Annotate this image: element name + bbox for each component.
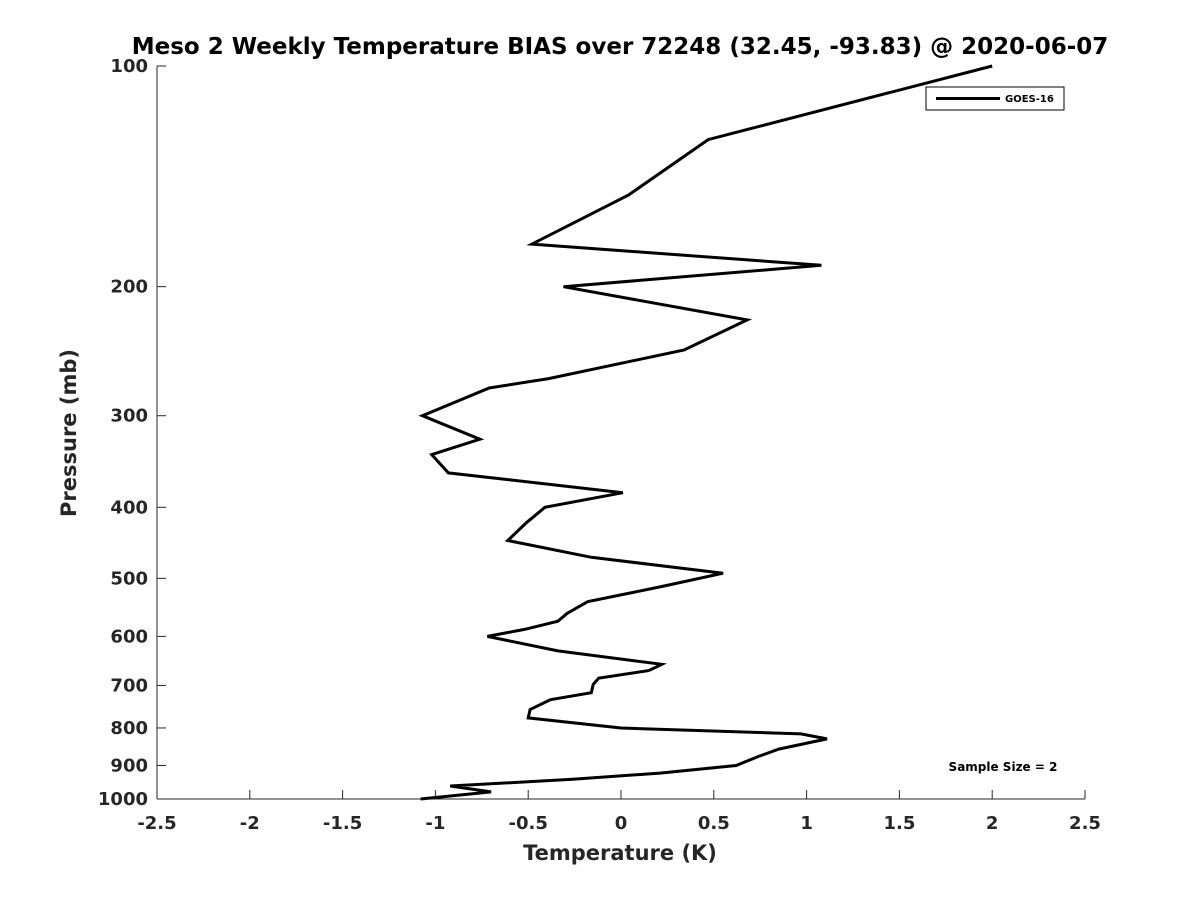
- y-axis-label: Pressure (mb): [57, 349, 81, 517]
- y-tick-label: 600: [110, 626, 148, 647]
- x-tick-label: 2: [986, 813, 999, 834]
- x-tick-label: 0: [615, 813, 628, 834]
- y-tick-label: 500: [110, 568, 148, 589]
- x-tick-label: -1.5: [323, 813, 362, 834]
- y-tick-label: 200: [110, 277, 148, 298]
- x-tick-label: -1: [425, 813, 445, 834]
- y-tick-label: 1000: [98, 789, 148, 810]
- x-tick-label: -2: [240, 813, 260, 834]
- y-tick-label: 900: [110, 755, 148, 776]
- x-tick-label: -0.5: [509, 813, 548, 834]
- chart-title: Meso 2 Weekly Temperature BIAS over 7224…: [132, 34, 1109, 60]
- series-group: [418, 64, 993, 801]
- y-tick-label: 800: [110, 718, 148, 739]
- sample-size-annotation: Sample Size = 2: [949, 760, 1058, 774]
- x-axis-label: Temperature (K): [523, 841, 717, 865]
- x-tick-label: -2.5: [137, 813, 176, 834]
- legend: GOES-16: [925, 86, 1065, 111]
- y-tick-label: 300: [110, 406, 148, 427]
- x-tick-label: 1: [800, 813, 813, 834]
- tick-labels: -2.5 -2 -1.5 -1 -0.5 0 0.5 1 1.5 2 2.5 100 200 300 400…: [98, 56, 1101, 834]
- y-tick-label: 700: [110, 675, 148, 696]
- x-tick-label: 0.5: [698, 813, 730, 834]
- x-tick-label: 1.5: [883, 813, 915, 834]
- y-tick-label: 100: [110, 56, 148, 77]
- axes: [156, 65, 1086, 800]
- series-line-goes-16: [418, 64, 993, 801]
- legend-label: GOES-16: [1005, 94, 1054, 105]
- x-tick-label: 2.5: [1069, 813, 1101, 834]
- y-tick-label: 400: [110, 497, 148, 518]
